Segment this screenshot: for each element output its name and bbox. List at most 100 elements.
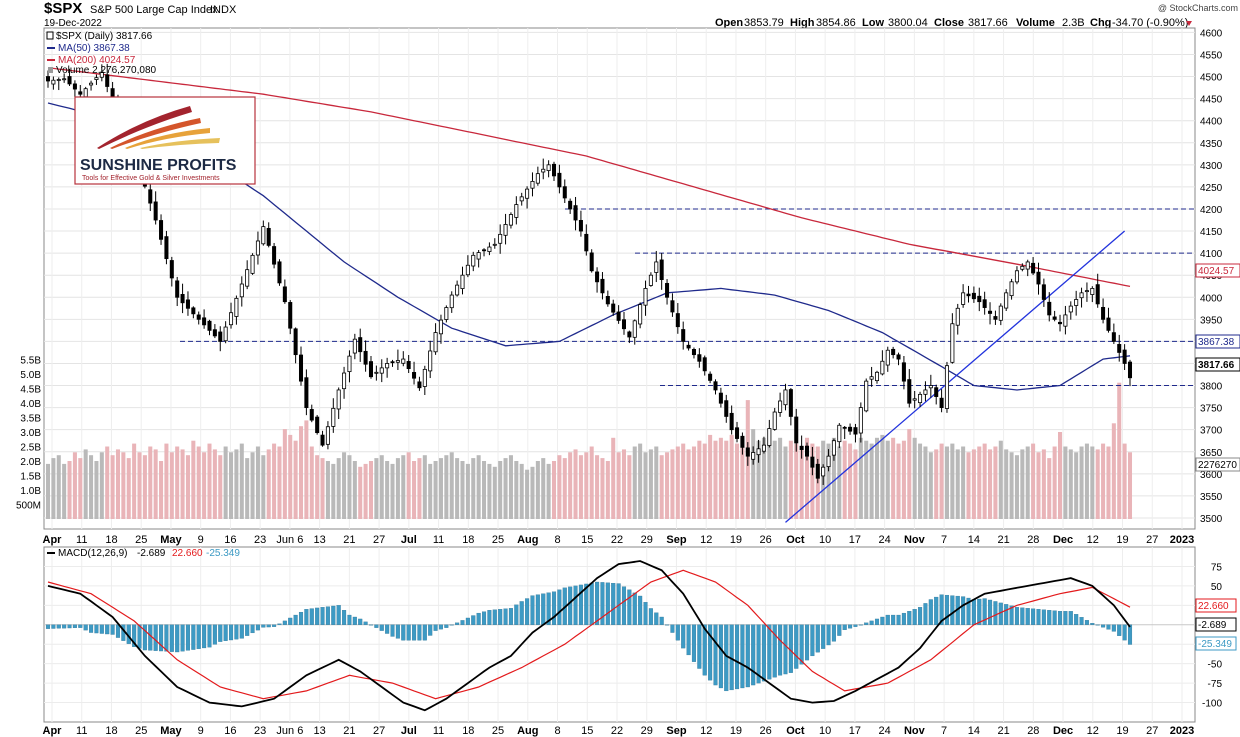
volume-bar: [347, 455, 352, 519]
histogram-bar: [207, 624, 212, 648]
histogram-bar: [148, 624, 153, 651]
volume-bar: [282, 429, 287, 519]
volume-bar: [245, 458, 250, 519]
candle-body: [223, 326, 228, 342]
histogram-bar: [632, 592, 637, 625]
candle-body: [1101, 306, 1106, 320]
low-value: 3800.04: [888, 17, 928, 29]
x-tick-label: 7: [941, 534, 947, 546]
x-tick-label: 25: [135, 534, 147, 546]
histogram-bar: [298, 611, 304, 625]
price-tick-label: 3500: [1200, 514, 1223, 525]
macd-x-tick-label: 26: [760, 725, 772, 737]
histogram-bar: [848, 624, 853, 629]
histogram-bar: [718, 624, 723, 689]
macd-label: MACD(12,26,9): [58, 548, 127, 559]
histogram-bar: [142, 624, 147, 651]
hist-badge-text: -25.349: [1198, 639, 1232, 650]
candle-body: [907, 379, 912, 404]
volume-bar: [142, 455, 147, 519]
volume-bar: [1068, 449, 1073, 519]
candle-body: [1079, 292, 1084, 299]
index-name: S&P 500 Large Cap Index: [90, 4, 218, 16]
candle-body: [525, 188, 530, 199]
candle-body: [944, 365, 949, 409]
histogram-bar: [961, 596, 966, 625]
histogram-bar: [67, 624, 72, 629]
histogram-bar: [487, 610, 492, 625]
volume-bar: [1084, 443, 1089, 519]
x-tick-label: 18: [462, 534, 474, 546]
volume-bar: [304, 420, 309, 519]
volume-bar: [1009, 452, 1014, 519]
x-tick-label: Apr: [43, 534, 63, 546]
macd-x-tick-label: 29: [641, 725, 653, 737]
candle-body: [939, 397, 944, 409]
histogram-bar: [708, 624, 713, 681]
x-tick-label: 11: [76, 534, 87, 546]
histogram-bar: [358, 618, 363, 625]
volume-bar: [250, 452, 255, 519]
histogram-bar: [1084, 620, 1089, 625]
candle-body: [99, 71, 104, 78]
volume-bar: [428, 463, 433, 519]
histogram-bar: [1004, 604, 1009, 625]
macd-x-tick-label: 10: [819, 725, 831, 737]
candle-body: [255, 240, 260, 256]
histogram-bar: [783, 624, 788, 675]
volume-bar: [277, 446, 282, 519]
histogram-bar: [374, 624, 379, 628]
candle-body: [681, 329, 686, 342]
macd-x-tick-label: 16: [224, 725, 236, 737]
histogram-bar: [912, 609, 917, 625]
histogram-bar: [842, 624, 847, 630]
histogram-bar: [422, 624, 427, 641]
volume-bar: [1041, 449, 1046, 519]
candle-body: [654, 261, 659, 273]
candle-body: [864, 380, 869, 412]
histogram-bar: [1117, 624, 1122, 636]
candle-body: [858, 407, 863, 434]
histogram-bar: [670, 624, 675, 633]
volume-bar: [971, 449, 976, 519]
histogram-bar: [1063, 611, 1068, 625]
histogram-bar: [132, 624, 137, 647]
histogram-bar: [885, 614, 890, 625]
volume-bar: [99, 452, 104, 519]
candle-body: [390, 361, 395, 364]
macd-x-tick-label: 11: [433, 725, 444, 737]
price-tick-label: 4350: [1200, 139, 1223, 150]
histogram-bar: [605, 582, 610, 625]
candle-body: [659, 259, 664, 281]
volume-bar: [390, 463, 395, 519]
volume-bar: [1052, 446, 1057, 519]
histogram-bar: [449, 624, 454, 626]
histogram-bar: [977, 598, 982, 625]
trendline: [785, 230, 1126, 523]
histogram-bar: [869, 620, 874, 625]
macd-x-tick-label: 27: [373, 725, 385, 737]
volume-bar: [72, 452, 77, 519]
histogram-bar: [702, 624, 707, 676]
candle-body: [72, 83, 77, 90]
volume-bar: [643, 452, 648, 519]
histogram-bar: [492, 609, 497, 625]
down-arrow-icon: [1186, 21, 1192, 26]
x-tick-label: 15: [581, 534, 593, 546]
logo-tagline: Tools for Effective Gold & Silver Invest…: [82, 175, 220, 182]
histogram-bar: [751, 624, 756, 686]
volume-bar: [433, 461, 438, 519]
candle-body: [433, 332, 438, 353]
volume-bar: [756, 440, 761, 519]
histogram-bar: [1031, 608, 1036, 625]
ma50-badge-text: 3867.38: [1198, 337, 1235, 348]
x-tick-label: 29: [641, 534, 653, 546]
histogram-bar: [535, 594, 540, 625]
candle-body: [347, 355, 352, 373]
candle-body: [374, 371, 379, 374]
volume-bar: [568, 452, 573, 519]
volume-bar: [659, 455, 664, 519]
histogram-bar: [245, 624, 250, 636]
volume-bar: [51, 458, 56, 519]
